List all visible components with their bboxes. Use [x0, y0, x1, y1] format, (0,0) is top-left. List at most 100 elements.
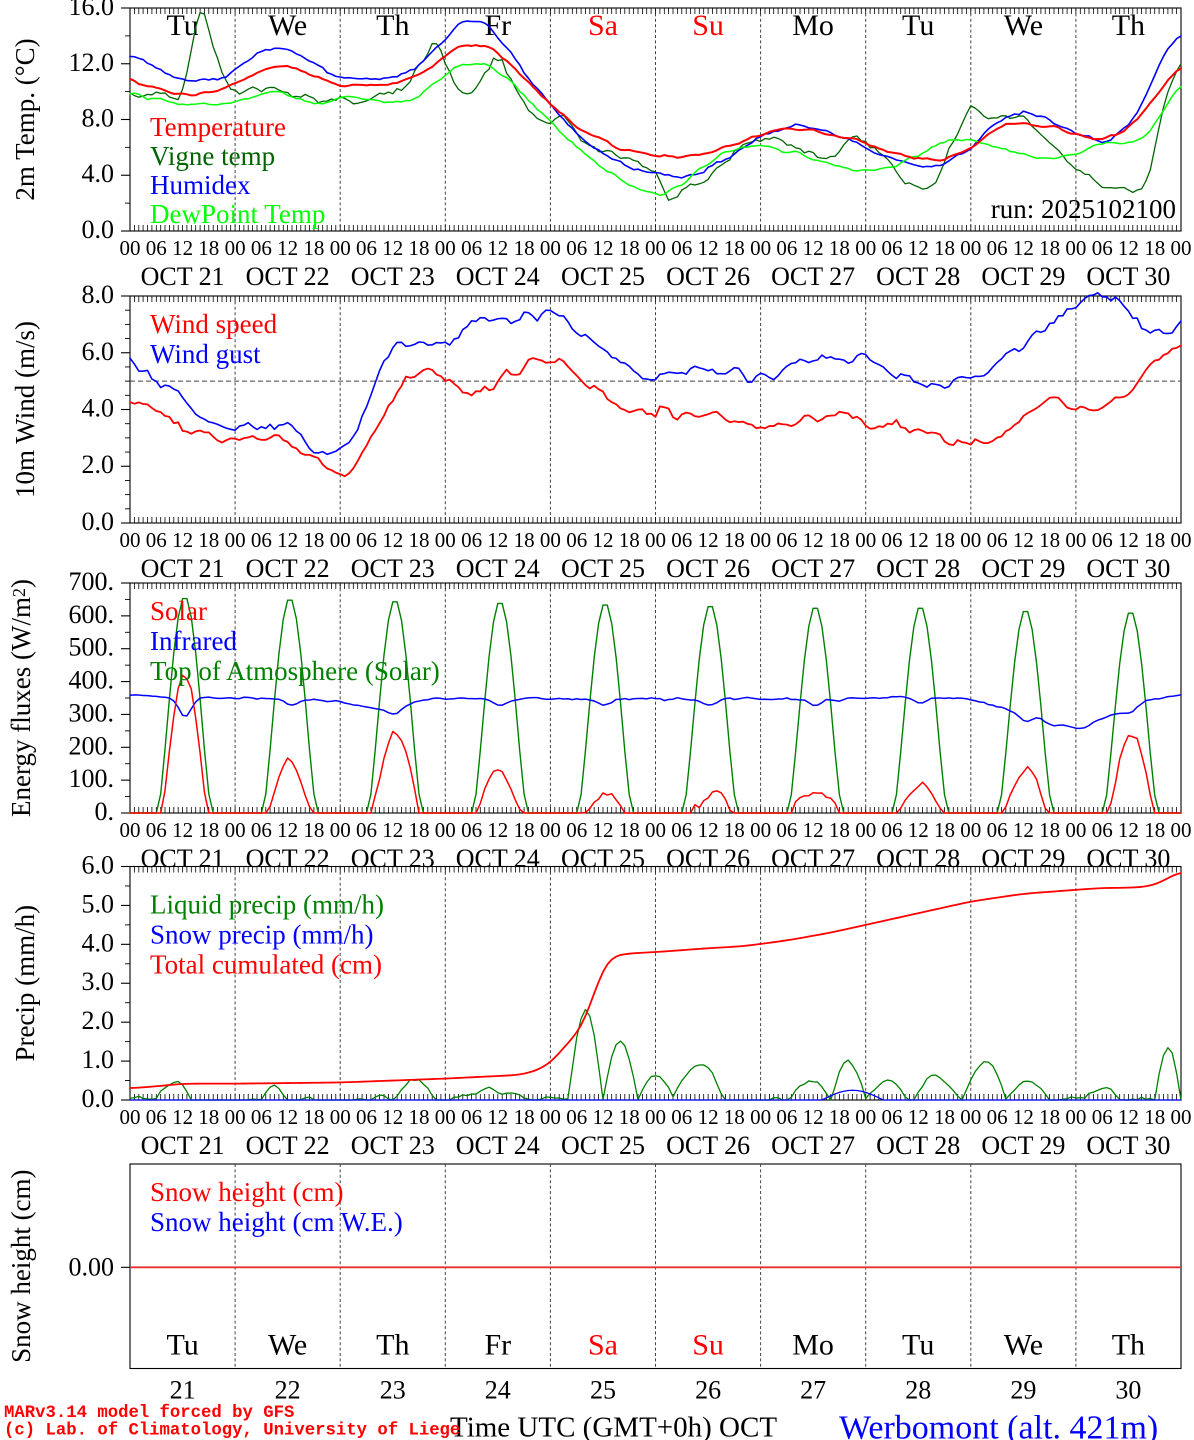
svg-text:06: 06: [987, 236, 1008, 260]
svg-text:12: 12: [277, 528, 298, 552]
svg-text:06: 06: [882, 1105, 903, 1129]
svg-text:16.0: 16.0: [69, 0, 115, 21]
svg-text:18: 18: [409, 818, 430, 842]
svg-text:400.: 400.: [69, 666, 115, 695]
svg-text:22: 22: [275, 1376, 301, 1405]
svg-text:00: 00: [225, 236, 246, 260]
svg-text:Time UTC (GMT+0h) OCT: Time UTC (GMT+0h) OCT: [450, 1412, 777, 1440]
svg-text:OCT 25: OCT 25: [561, 554, 645, 583]
svg-text:12: 12: [382, 236, 403, 260]
svg-text:OCT 29: OCT 29: [981, 1131, 1065, 1160]
svg-text:06: 06: [461, 236, 482, 260]
svg-text:29: 29: [1010, 1376, 1036, 1405]
svg-text:00: 00: [1171, 818, 1192, 842]
svg-text:12: 12: [908, 236, 929, 260]
svg-text:28: 28: [905, 1376, 931, 1405]
svg-text:00: 00: [960, 818, 981, 842]
svg-text:18: 18: [1144, 1105, 1165, 1129]
svg-text:00: 00: [330, 236, 351, 260]
svg-text:700.: 700.: [69, 567, 115, 596]
svg-text:00: 00: [225, 528, 246, 552]
svg-text:06: 06: [251, 236, 272, 260]
svg-text:We: We: [1004, 1329, 1043, 1362]
svg-text:12: 12: [1118, 528, 1139, 552]
svg-text:12: 12: [277, 1105, 298, 1129]
svg-text:0.0: 0.0: [82, 1084, 115, 1113]
svg-text:18: 18: [303, 818, 324, 842]
svg-text:Th: Th: [376, 9, 409, 42]
svg-text:3.0: 3.0: [82, 967, 115, 996]
svg-text:Th: Th: [1112, 1329, 1145, 1362]
svg-text:06: 06: [987, 528, 1008, 552]
svg-text:06: 06: [566, 528, 587, 552]
svg-text:OCT 27: OCT 27: [771, 554, 855, 583]
svg-text:Su: Su: [692, 9, 724, 42]
svg-text:23: 23: [380, 1376, 406, 1405]
svg-text:06: 06: [356, 1105, 377, 1129]
svg-text:18: 18: [934, 236, 955, 260]
svg-text:06: 06: [776, 528, 797, 552]
svg-text:2.0: 2.0: [82, 1006, 115, 1035]
svg-text:12: 12: [593, 1105, 614, 1129]
svg-text:OCT 24: OCT 24: [456, 262, 540, 291]
svg-text:18: 18: [514, 1105, 535, 1129]
svg-text:00: 00: [1065, 818, 1086, 842]
svg-text:DewPoint Temp: DewPoint Temp: [150, 199, 325, 229]
svg-text:OCT 30: OCT 30: [1086, 262, 1170, 291]
svg-text:12: 12: [698, 236, 719, 260]
svg-text:06: 06: [776, 1105, 797, 1129]
svg-text:200.: 200.: [69, 731, 115, 760]
svg-text:5.0: 5.0: [82, 889, 115, 918]
svg-text:Tu: Tu: [902, 1329, 934, 1362]
svg-text:100.: 100.: [69, 764, 115, 793]
svg-text:Th: Th: [376, 1329, 409, 1362]
svg-text:00: 00: [750, 236, 771, 260]
svg-text:12: 12: [1118, 1105, 1139, 1129]
svg-text:00: 00: [1171, 528, 1192, 552]
svg-text:18: 18: [1039, 236, 1060, 260]
svg-text:00: 00: [750, 1105, 771, 1129]
svg-text:OCT 22: OCT 22: [246, 554, 330, 583]
svg-text:06: 06: [251, 1105, 272, 1129]
svg-text:12: 12: [487, 528, 508, 552]
svg-text:18: 18: [198, 236, 219, 260]
svg-text:00: 00: [855, 528, 876, 552]
svg-text:06: 06: [566, 236, 587, 260]
svg-text:Fr: Fr: [484, 1329, 511, 1362]
svg-text:OCT 23: OCT 23: [351, 262, 435, 291]
svg-text:18: 18: [619, 1105, 640, 1129]
svg-text:500.: 500.: [69, 633, 115, 662]
svg-text:00: 00: [1171, 1105, 1192, 1129]
svg-text:06: 06: [251, 528, 272, 552]
svg-text:12: 12: [1013, 236, 1034, 260]
svg-text:00: 00: [645, 236, 666, 260]
svg-text:18: 18: [303, 528, 324, 552]
svg-text:18: 18: [724, 236, 745, 260]
svg-text:OCT 30: OCT 30: [1086, 1131, 1170, 1160]
svg-text:06: 06: [776, 818, 797, 842]
svg-text:00: 00: [120, 236, 141, 260]
svg-text:00: 00: [645, 1105, 666, 1129]
svg-text:18: 18: [1144, 236, 1165, 260]
svg-text:18: 18: [1039, 528, 1060, 552]
svg-text:18: 18: [829, 818, 850, 842]
svg-text:12: 12: [803, 818, 824, 842]
svg-text:06: 06: [146, 1105, 167, 1129]
svg-text:300.: 300.: [69, 698, 115, 727]
svg-text:OCT 22: OCT 22: [246, 262, 330, 291]
svg-text:06: 06: [882, 528, 903, 552]
svg-text:06: 06: [1092, 528, 1113, 552]
svg-text:We: We: [268, 1329, 307, 1362]
svg-text:06: 06: [461, 818, 482, 842]
svg-text:00: 00: [330, 818, 351, 842]
svg-text:18: 18: [1039, 1105, 1060, 1129]
svg-text:OCT 28: OCT 28: [876, 1131, 960, 1160]
svg-text:12: 12: [698, 1105, 719, 1129]
svg-text:06: 06: [1092, 1105, 1113, 1129]
svg-text:12: 12: [1118, 818, 1139, 842]
svg-text:4.0: 4.0: [82, 928, 115, 957]
svg-text:8.0: 8.0: [82, 280, 115, 309]
svg-text:Su: Su: [692, 1329, 724, 1362]
svg-text:06: 06: [671, 1105, 692, 1129]
svg-text:00: 00: [435, 236, 456, 260]
